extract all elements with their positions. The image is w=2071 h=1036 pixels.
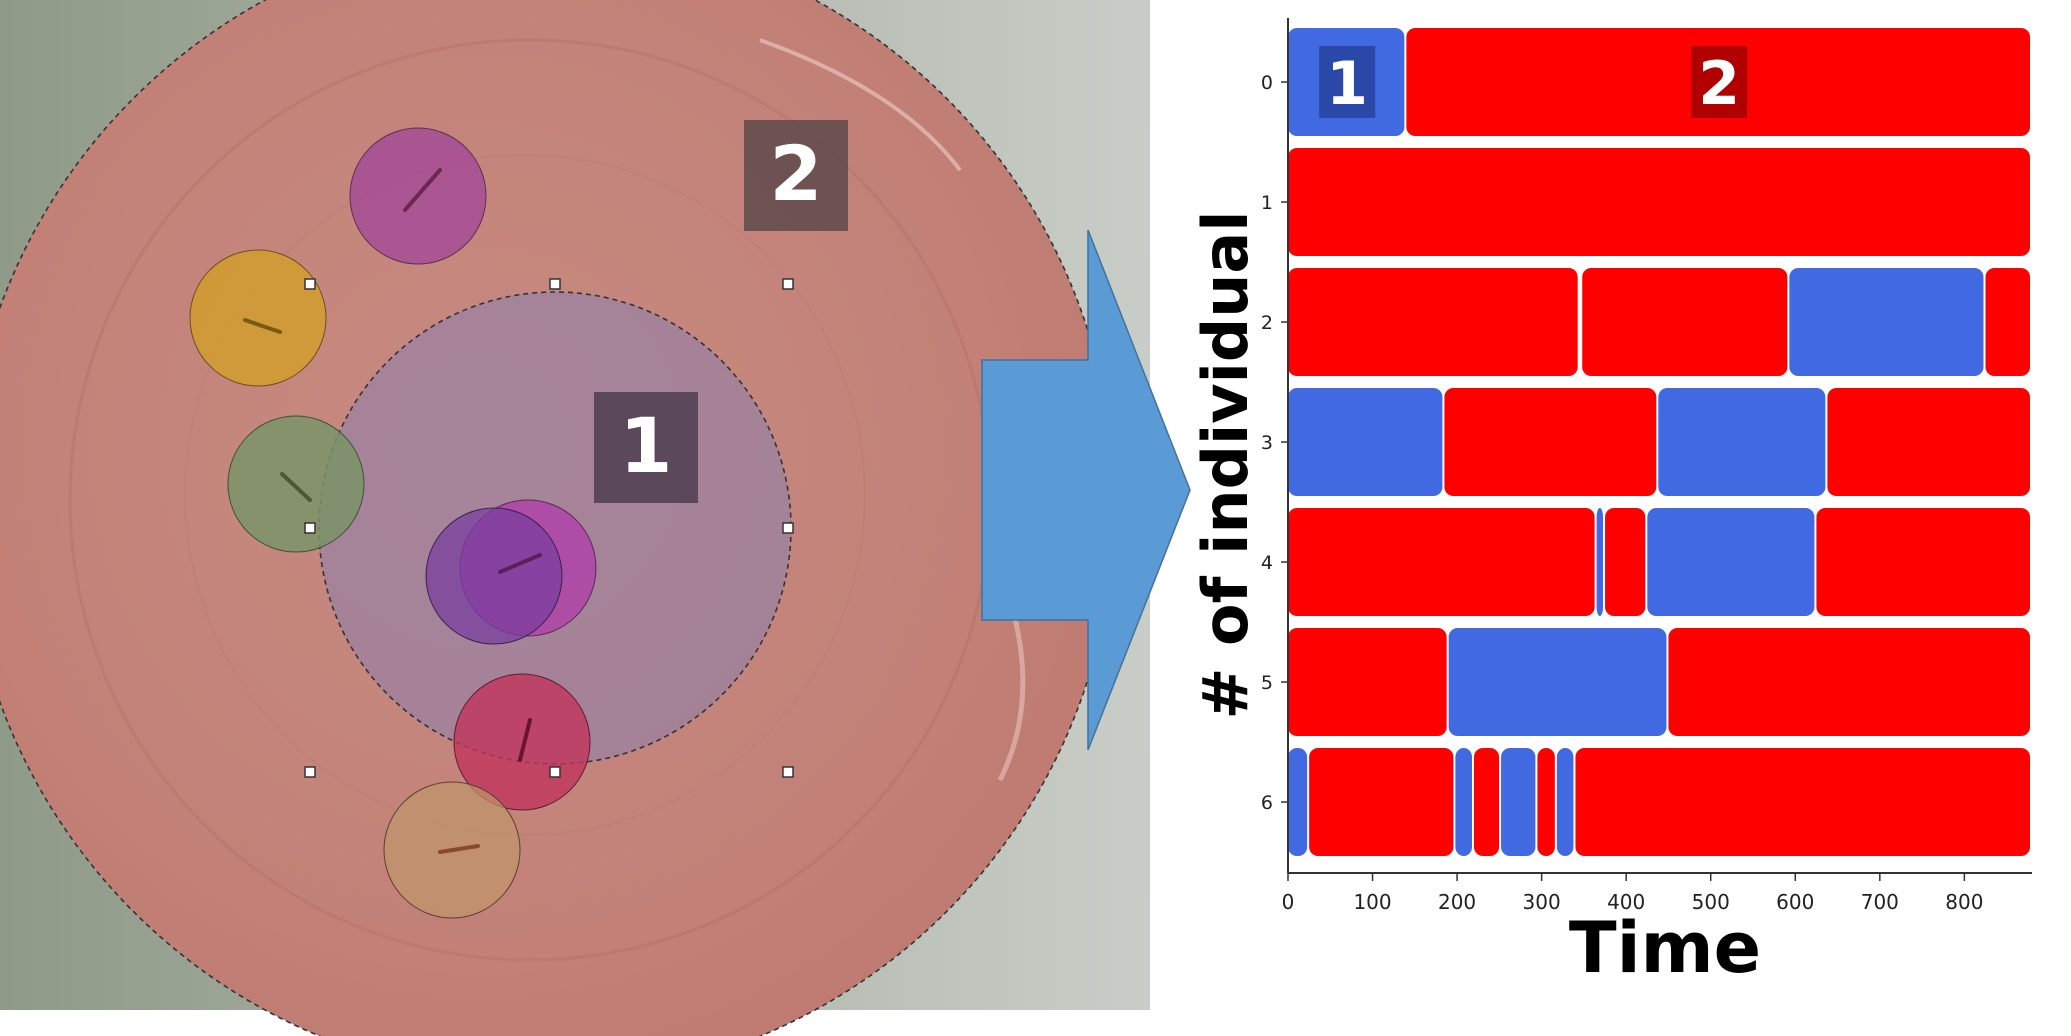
y-tick-label: 0 <box>1261 72 1273 94</box>
individual-marker <box>189 249 327 387</box>
x-tick-label: 600 <box>1776 890 1814 914</box>
state-segment <box>1668 628 2030 736</box>
state-segment <box>1501 748 1536 856</box>
x-tick-label: 100 <box>1353 890 1391 914</box>
y-tick-label: 1 <box>1261 192 1273 214</box>
resize-handle[interactable] <box>782 522 794 534</box>
x-tick-label: 0 <box>1282 890 1295 914</box>
y-tick-label: 6 <box>1261 792 1273 814</box>
x-axis-label: Time <box>1569 907 1761 989</box>
resize-handle[interactable] <box>782 766 794 778</box>
state-segment <box>1448 628 1667 736</box>
state-segment <box>1474 748 1500 856</box>
individual-marker <box>227 415 365 553</box>
state-segment <box>1658 388 1826 496</box>
state-segment <box>1827 388 2030 496</box>
zone-2-label: 2 <box>770 129 823 218</box>
resize-handle[interactable] <box>304 522 316 534</box>
state-segment <box>1288 508 1595 616</box>
animal-body <box>518 718 532 762</box>
individual-marker <box>425 507 563 645</box>
state-label-box <box>1691 46 1748 118</box>
state-segment <box>1582 268 1788 376</box>
state-segment <box>1789 268 1984 376</box>
resize-handle[interactable] <box>549 278 561 290</box>
x-tick-label: 500 <box>1692 890 1730 914</box>
state-segment <box>1556 748 1574 856</box>
animal-body <box>280 472 312 502</box>
state-label: 2 <box>1698 49 1740 119</box>
bowl-ring <box>184 154 866 836</box>
resize-handle[interactable] <box>549 766 561 778</box>
x-tick-label: 700 <box>1861 890 1899 914</box>
resize-handle[interactable] <box>304 766 316 778</box>
state-segment <box>1288 148 2030 256</box>
animal-body <box>243 318 282 334</box>
x-tick-label: 200 <box>1438 890 1476 914</box>
state-segment <box>1537 748 1555 856</box>
x-tick-label: 300 <box>1523 890 1561 914</box>
state-segment <box>1647 508 1815 616</box>
state-segment <box>1985 268 2030 376</box>
x-tick-label: 400 <box>1607 890 1645 914</box>
state-segment <box>1288 268 1578 376</box>
state-segment <box>1596 508 1604 616</box>
zone-2-label-box <box>744 120 848 231</box>
state-segment <box>1288 628 1447 736</box>
state-segment <box>1816 508 2030 616</box>
y-tick-label: 2 <box>1261 312 1273 334</box>
y-tick-label: 4 <box>1261 552 1273 574</box>
resize-handle[interactable] <box>782 278 794 290</box>
resize-handle[interactable] <box>304 278 316 290</box>
state-label-box <box>1319 46 1376 118</box>
y-tick-label: 5 <box>1261 672 1273 694</box>
animal-body <box>403 168 442 212</box>
state-segment <box>1288 388 1443 496</box>
video-frame: 2 1 <box>0 0 1150 1036</box>
animal-body <box>438 844 480 854</box>
zone-1-label: 1 <box>620 401 673 490</box>
state-segment <box>1288 748 1308 856</box>
state-label: 1 <box>1326 49 1368 119</box>
bowl-highlight <box>759 38 962 172</box>
state-segment <box>1605 508 1646 616</box>
arrow-shape <box>981 229 1191 751</box>
y-axis-label: # of individual <box>1189 211 1262 720</box>
state-segment <box>1455 748 1472 856</box>
x-tick-label: 800 <box>1945 890 1983 914</box>
bowl-highlight <box>997 599 1026 782</box>
state-segment <box>1575 748 2030 856</box>
y-tick-label: 3 <box>1261 432 1273 454</box>
zone-1-label-box <box>594 392 698 503</box>
animal-body <box>498 553 542 574</box>
zone-1-resize-handles[interactable] <box>304 278 794 778</box>
state-segment <box>1444 388 1657 496</box>
state-segment <box>1309 748 1454 856</box>
